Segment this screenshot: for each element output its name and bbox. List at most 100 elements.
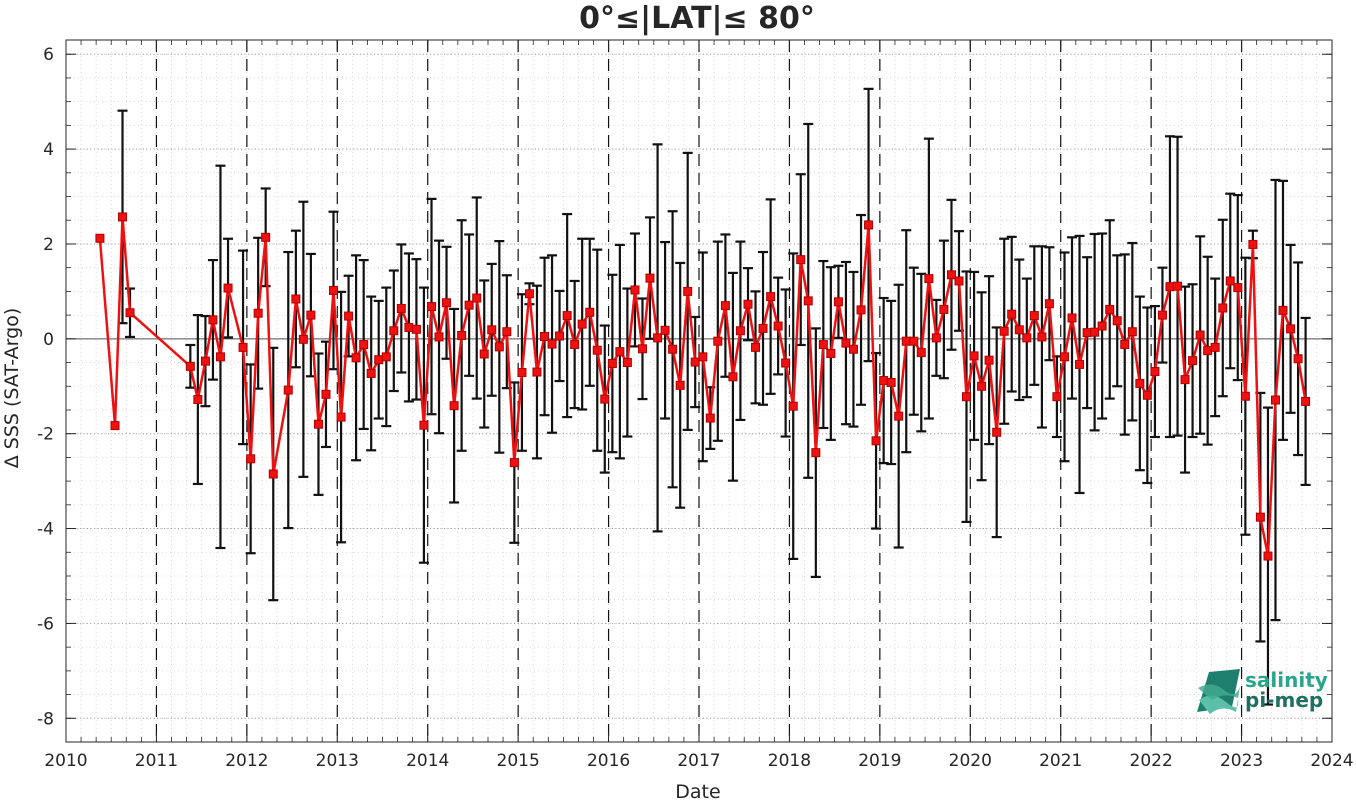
x-tick-label: 2023 [1220,751,1263,771]
data-point [720,301,730,311]
data-point [585,307,595,317]
y-axis-label: Δ SSS (SAT-Argo) [1,308,23,468]
data-point [1022,333,1032,343]
data-point [419,420,429,430]
data-point [992,427,1002,437]
x-tick-label: 2017 [677,751,720,771]
data-point [683,286,693,296]
data-point [344,311,354,321]
data-point [261,232,271,242]
data-point [1248,239,1258,249]
data-point [321,389,331,399]
data-point [1052,392,1062,402]
data-point [570,340,580,350]
data-point [894,411,904,421]
data-point [1082,328,1092,338]
data-point [547,339,557,349]
data-point [811,448,821,458]
data-point [449,401,459,411]
data-point [668,344,678,354]
logo-text-pi-mep: pi-mep [1245,688,1323,712]
data-point [961,392,971,402]
data-point [758,323,768,333]
data-point [969,351,979,361]
y-tick-label: 0 [43,330,54,350]
data-point [781,358,791,368]
y-tick-label: -4 [37,520,54,540]
data-point [457,331,467,341]
salinity-pi-mep-logo: salinity pi-mep [1197,668,1328,714]
wave-logo-icon [1197,669,1240,714]
data-point [1127,327,1137,337]
data-point [509,458,519,468]
data-point [110,421,120,431]
data-point [1105,304,1115,314]
data-point [374,355,384,365]
data-point [856,305,866,315]
data-point [411,324,421,334]
series-layer [95,212,1311,561]
data-point [592,345,602,355]
data-point [472,293,482,303]
data-point [328,285,338,295]
y-tick-label: -2 [37,425,54,445]
data-point [871,436,881,446]
data-point [766,292,776,302]
data-point [1135,378,1145,388]
data-point [1188,356,1198,366]
data-point [1165,282,1175,292]
data-point [1150,367,1160,377]
x-tick-label: 2022 [1130,751,1173,771]
y-tick-label: 4 [43,140,54,160]
data-point [705,413,715,423]
data-point [1029,311,1039,321]
data-point [796,255,806,265]
data-point [999,326,1009,336]
data-point [630,285,640,295]
data-point [1090,327,1100,337]
data-point [946,270,956,280]
x-tick-label: 2014 [406,751,449,771]
data-point [359,340,369,350]
data-point [1014,325,1024,335]
data-point [1037,332,1047,342]
data-point [313,419,323,429]
data-point [864,220,874,230]
data-point [788,401,798,411]
data-point [645,273,655,283]
data-point [1044,299,1054,309]
data-point [1301,396,1311,406]
data-point [95,233,105,243]
data-point [1142,390,1152,400]
data-point [939,304,949,314]
data-point [818,340,828,350]
data-point [637,344,647,354]
data-point [555,331,565,341]
data-point [291,294,301,304]
data-point [653,333,663,343]
data-point [434,332,444,342]
data-point [404,322,414,332]
data-point [517,368,527,378]
data-point [1112,316,1122,326]
data-point [728,372,738,382]
data-point [1067,313,1077,323]
data-point [773,321,783,331]
x-tick-label: 2018 [768,751,811,771]
data-point [984,355,994,365]
tick-labels: 2010 2011 2012 2013 2014 2015 2016 2017 2018 2019… [37,45,1354,771]
data-point [223,283,233,293]
data-point [366,368,376,378]
data-point [396,303,406,313]
data-point [901,336,911,346]
data-point [803,296,813,306]
data-point [909,336,919,346]
data-point [502,327,512,337]
data-point [924,274,934,284]
data-point [479,349,489,359]
data-point [577,319,587,329]
data-point [826,349,836,359]
data-point [268,469,278,479]
x-tick-label: 2015 [497,751,540,771]
data-point [1255,512,1265,522]
